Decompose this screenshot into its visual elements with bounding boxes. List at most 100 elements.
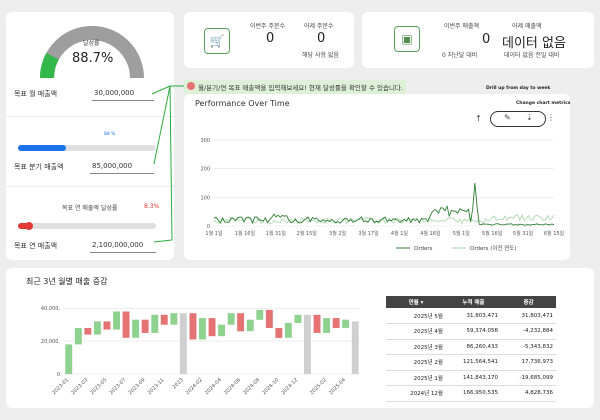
performance-line-chart: 300 200 100 01월 1일 1월 16일 1월 31일 2월 15일 3월 2일 3월… xyxy=(200,138,565,252)
more-options-icon[interactable]: ⋮ xyxy=(547,113,555,122)
waterfall-bar-2023-09[interactable] xyxy=(141,319,149,333)
yesterday-orders-label: 어제 주문수 xyxy=(304,23,334,30)
waterfall-bar-2023-06[interactable] xyxy=(113,311,120,330)
legend-prev-label: Orders (이전 연도) xyxy=(470,244,517,252)
legend-orders-label: Orders xyxy=(414,246,433,252)
perf-x-tick: 6월 15일 xyxy=(544,230,565,237)
yesterday-orders-note: 해당 사항 없음 xyxy=(302,52,339,59)
table-row[interactable]: 2024년 12월 166,950,535 4,828,736 xyxy=(386,385,556,402)
perf-x-tick: 1월 1일 xyxy=(205,230,223,237)
drill-annotation: Drill up from day to week xyxy=(486,86,551,91)
waterfall-title: 최근 3년 월별 매출 증감 xyxy=(26,277,108,286)
table-row[interactable]: 2025년 1월 141,843,170 -19,685,099 xyxy=(386,370,556,386)
waterfall-bar-2023-03[interactable] xyxy=(84,328,92,335)
waterfall-bar-2023-11[interactable] xyxy=(160,314,168,325)
waterfall-bar-2024-11[interactable] xyxy=(284,323,292,338)
annotation-arrows xyxy=(151,85,184,243)
wf-x-tick: 2023-09 xyxy=(128,377,147,396)
cell-cumulative: 166,950,535 xyxy=(446,385,501,402)
waterfall-bar-2024-06[interactable] xyxy=(237,313,245,332)
waterfall-bar-2025-03[interactable] xyxy=(332,318,340,328)
this-week-sales-note: 0 지난달 대비 xyxy=(442,52,478,59)
gauge-green-segment xyxy=(40,52,59,79)
perf-x-tick: 5월 1일 xyxy=(453,230,471,237)
waterfall-bar-2023-02[interactable] xyxy=(74,328,82,345)
waterfall-bar-2024-02[interactable] xyxy=(199,318,206,340)
perf-y-tick: 0 xyxy=(207,224,210,230)
year-achievement-label: 목표 연 매출액 달성률 xyxy=(62,205,118,212)
waterfall-bar-2024-08[interactable] xyxy=(256,309,264,320)
waterfall-bar-2025-05[interactable] xyxy=(351,321,359,374)
this-week-sales-label: 이번주 매출액 xyxy=(444,23,480,30)
target-year-underline xyxy=(90,252,156,253)
target-year-label: 목표 연 매출액 xyxy=(14,242,58,250)
table-row[interactable]: 2025년 3월 86,260,433 -5,343,832 xyxy=(386,339,556,355)
target-year-value[interactable]: 2,100,000,000 xyxy=(92,241,144,249)
target-quarter-value[interactable]: 85,000,000 xyxy=(92,162,133,170)
notice-icon xyxy=(187,82,195,90)
table-row[interactable]: 2025년 2월 121,564,541 17,736,973 xyxy=(386,354,556,371)
cell-month: 2025년 3월 xyxy=(386,339,446,355)
waterfall-bar-2023-05[interactable] xyxy=(103,321,111,330)
table-row[interactable]: 2025년 4월 59,374,058 -4,232,884 xyxy=(386,323,556,340)
waterfall-bar-2023-08[interactable] xyxy=(132,319,140,338)
wf-x-tick: 2025-02 xyxy=(309,377,328,396)
table-header-row: 연월 ▾ 누적 매출 증감 xyxy=(386,296,556,308)
edit-metrics-icon[interactable]: ✎ xyxy=(504,113,511,122)
waterfall-bar-2025-02[interactable] xyxy=(323,318,330,333)
waterfall-bar-2023-04[interactable] xyxy=(94,321,101,335)
perf-x-tick: 3월 2일 xyxy=(329,230,347,237)
quarter-progress-track xyxy=(18,145,156,151)
goal-notice-banner: 월/분기/연 목표 매출액을 입력해보세요! 현재 달성률을 확인할 수 있습니… xyxy=(184,80,406,94)
cell-cumulative: 86,260,433 xyxy=(446,339,501,355)
drill-up-arrow-icon[interactable]: ↑ xyxy=(475,114,482,123)
orders-kpi-card: 🛒 이번주 주문수 0 어제 주문수 0 해당 사항 없음 xyxy=(184,12,354,68)
waterfall-bar-2024-04[interactable] xyxy=(218,324,225,337)
cell-cumulative: 59,374,058 xyxy=(446,323,501,340)
yesterday-sales-label: 어제 매출액 xyxy=(512,23,542,30)
cell-month: 2025년 1월 xyxy=(386,370,446,386)
year-progress-track xyxy=(18,222,156,230)
waterfall-bar-2023-07[interactable] xyxy=(122,311,130,338)
cell-change: 4,828,736 xyxy=(501,385,556,402)
col-cumulative-header[interactable]: 누적 매출 xyxy=(446,296,501,308)
target-monthly-label: 목표 월 매출액 xyxy=(14,90,58,98)
waterfall-bar-2023-01[interactable] xyxy=(65,344,73,374)
drill-down-icon[interactable]: ⇣ xyxy=(526,113,533,122)
target-monthly-value[interactable]: 30,000,000 xyxy=(94,89,135,97)
waterfall-bar-2023[interactable] xyxy=(179,313,187,374)
cell-cumulative: 121,564,541 xyxy=(446,354,501,371)
this-week-orders-value: 0 xyxy=(266,31,275,46)
waterfall-bar-2025-04[interactable] xyxy=(342,319,350,328)
waterfall-bar-2024-03[interactable] xyxy=(208,318,216,337)
yesterday-sales-note: 데이터 없음 전일 대비 xyxy=(504,52,560,59)
wf-x-tick: 2024-04 xyxy=(204,377,223,396)
col-change-header[interactable]: 증감 xyxy=(501,296,556,308)
waterfall-bar-2024-05[interactable] xyxy=(227,313,235,325)
waterfall-bar-2024-07[interactable] xyxy=(246,319,254,332)
cell-change: -19,685,099 xyxy=(501,370,556,386)
wf-x-tick: 2024-02 xyxy=(185,377,204,396)
col-month-header[interactable]: 연월 ▾ xyxy=(386,296,446,308)
wf-x-tick: 2023 xyxy=(172,377,185,390)
perf-chart-title: Performance Over Time xyxy=(195,99,290,108)
notice-text: 월/분기/연 목표 매출액을 입력해보세요! 현재 달성률을 확인할 수 있습니… xyxy=(198,84,403,92)
perf-y-tick: 300 xyxy=(200,138,210,144)
year-progress-fill xyxy=(18,223,30,229)
yesterday-orders-value: 0 xyxy=(317,31,326,46)
waterfall-bar-2024-10[interactable] xyxy=(275,328,283,338)
this-week-orders-label: 이번주 주문수 xyxy=(250,23,286,30)
waterfall-bar-2024-12[interactable] xyxy=(294,314,302,323)
waterfall-bar-2024[interactable] xyxy=(304,314,311,374)
waterfall-bar-2023-12[interactable] xyxy=(170,313,178,325)
waterfall-bar-2024-01[interactable] xyxy=(189,313,197,340)
cell-change: -4,232,884 xyxy=(501,323,556,340)
perf-x-tick: 1월 31일 xyxy=(266,230,287,237)
wallet-icon: ▣ xyxy=(394,26,420,52)
waterfall-bar-2023-10[interactable] xyxy=(151,314,159,333)
quarter-progress-text: 88 % xyxy=(104,132,116,137)
waterfall-bar-2025-01[interactable] xyxy=(313,314,321,333)
table-row[interactable]: 2025년 5월 31,803,471 31,803,471 xyxy=(386,308,556,324)
waterfall-bar-2024-09[interactable] xyxy=(265,309,273,328)
perf-x-tick: 5월 31일 xyxy=(513,230,534,237)
